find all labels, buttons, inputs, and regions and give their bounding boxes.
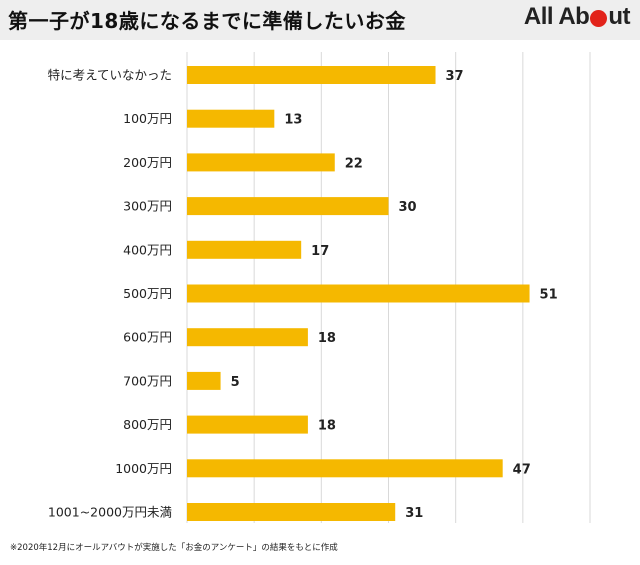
bar xyxy=(187,153,335,172)
bar-chart: 特に考えていなかった 37 100万円 13 200万円 22 300万円 30 400万円 17… xyxy=(48,52,591,523)
category-label: 700万円 xyxy=(123,373,172,388)
logo-dot-icon xyxy=(590,9,608,27)
category-label: 200万円 xyxy=(123,155,172,170)
data-label: 18 xyxy=(318,331,336,346)
bar xyxy=(187,109,275,128)
allabout-logo: All Ab ut xyxy=(523,3,631,31)
logo-text-right: ut xyxy=(608,3,630,30)
category-label: 500万円 xyxy=(123,286,172,301)
bar xyxy=(187,284,530,303)
category-label: 1000万円 xyxy=(115,461,172,476)
category-label: 1001~2000万円未満 xyxy=(48,505,172,520)
category-label: 100万円 xyxy=(123,111,172,126)
data-label: 31 xyxy=(405,506,423,521)
data-label: 22 xyxy=(345,156,363,171)
bar xyxy=(187,415,308,434)
data-label: 37 xyxy=(446,69,464,84)
data-label: 13 xyxy=(284,113,302,128)
category-label: 600万円 xyxy=(123,330,172,345)
category-label: 400万円 xyxy=(123,242,172,257)
category-label: 特に考えていなかった xyxy=(48,68,172,83)
bar xyxy=(187,459,503,478)
data-label: 17 xyxy=(311,244,329,259)
data-label: 18 xyxy=(318,419,336,434)
bar xyxy=(187,503,396,521)
category-label: 800万円 xyxy=(123,417,172,432)
bar xyxy=(187,328,308,347)
chart-title: 第一子が18歳になるまでに準備したいお金 xyxy=(8,9,406,33)
bar xyxy=(187,371,221,390)
bar xyxy=(187,240,302,259)
bar xyxy=(187,197,389,216)
bar xyxy=(187,66,436,84)
data-label: 30 xyxy=(399,200,417,215)
logo-text-left: All Ab xyxy=(523,3,590,30)
category-label: 300万円 xyxy=(123,199,172,214)
footnote: ※2020年12月にオールアバウトが実施した「お金のアンケート」の結果をもとに作… xyxy=(10,543,338,553)
title-bar: 第一子が18歳になるまでに準備したいお金 All Ab ut xyxy=(0,0,640,40)
data-label: 51 xyxy=(540,288,558,303)
data-label: 5 xyxy=(231,375,240,390)
data-label: 47 xyxy=(513,462,531,477)
